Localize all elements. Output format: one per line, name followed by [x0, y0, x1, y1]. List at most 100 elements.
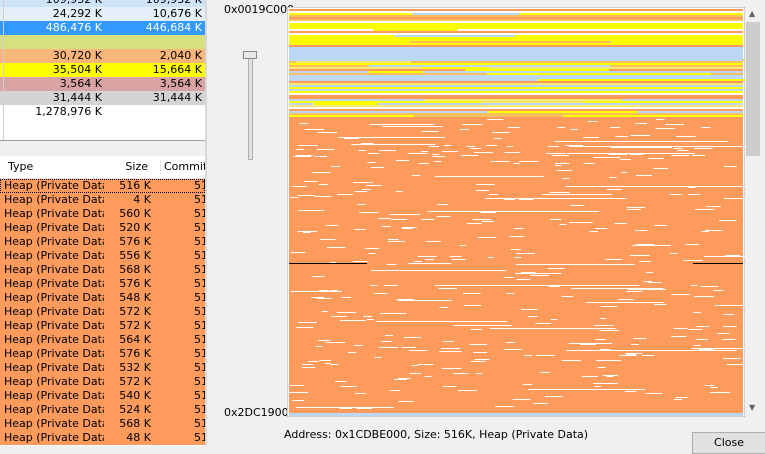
map-gap	[597, 367, 606, 368]
map-gap	[699, 349, 715, 350]
summary-row[interactable]	[0, 35, 205, 49]
map-gap	[477, 237, 496, 238]
type-cell: Heap (Private Data)	[4, 403, 104, 416]
type-cell: Heap (Private Data)	[4, 193, 104, 206]
committed-cell: 516	[194, 305, 205, 318]
detail-row[interactable]: Heap (Private Data) 564 K 516	[0, 333, 205, 347]
detail-row[interactable]: Heap (Private Data) 540 K 516	[0, 389, 205, 403]
map-gap	[522, 384, 533, 385]
map-gap	[459, 245, 466, 246]
map-gap	[703, 256, 745, 257]
map-gap	[606, 189, 622, 190]
map-gap	[367, 153, 380, 154]
map-gap	[339, 408, 353, 409]
map-gap	[693, 345, 701, 346]
map-gap	[470, 361, 486, 362]
detail-row[interactable]: Heap (Private Data) 520 K 516	[0, 221, 205, 235]
column-header[interactable]: Size	[125, 160, 148, 173]
scroll-down[interactable]: ▼	[749, 403, 756, 412]
map-gap	[417, 256, 437, 257]
map-gap	[304, 129, 325, 130]
map-gap	[503, 199, 515, 200]
detail-row[interactable]: Heap (Private Data) 532 K 516	[0, 361, 205, 375]
map-gap	[370, 285, 378, 286]
map-gap	[413, 261, 422, 262]
detail-row[interactable]: Heap (Private Data) 568 K 516	[0, 417, 205, 431]
map-stripe	[289, 37, 743, 39]
map-gap	[481, 221, 495, 222]
detail-row[interactable]: Heap (Private Data) 576 K 516	[0, 347, 205, 361]
summary-row[interactable]: 3,564 K 3,564 K	[0, 77, 205, 91]
map-gap	[723, 326, 737, 327]
map-gap	[700, 286, 719, 287]
map-gap	[647, 282, 662, 283]
detail-row[interactable]: Heap (Private Data) 576 K 516	[0, 277, 205, 291]
map-gap	[688, 194, 700, 195]
memory-map[interactable]	[287, 7, 745, 417]
map-gap	[443, 341, 454, 342]
summary-row[interactable]: 24,292 K 10,676 K	[0, 7, 205, 21]
detail-row[interactable]: Heap (Private Data) 524 K 516	[0, 403, 205, 417]
map-gap	[587, 121, 598, 122]
column-header[interactable]: Type	[8, 160, 34, 173]
committed-cell: 31,444 K	[152, 91, 202, 104]
map-gap	[565, 186, 745, 187]
scroll-thumb[interactable]	[746, 22, 760, 156]
zoom-thumb[interactable]	[243, 51, 257, 59]
map-gap	[289, 197, 298, 198]
size-cell: 576 K	[119, 235, 151, 248]
detail-row[interactable]: Heap (Private Data) 560 K 516	[0, 207, 205, 221]
map-gap	[485, 198, 627, 199]
map-stripe	[289, 63, 743, 65]
column-header[interactable]: Committe	[160, 160, 205, 174]
detail-row[interactable]: Heap (Private Data) 48 K 516	[0, 431, 205, 445]
start-address: 0x0019C000	[224, 3, 295, 16]
map-gap	[396, 191, 403, 192]
map-gap	[303, 181, 318, 182]
close-button[interactable]: Close	[692, 432, 765, 454]
detail-row[interactable]: Heap (Private Data) 572 K 516	[0, 375, 205, 389]
detail-row[interactable]: Heap (Private Data) 556 K 516	[0, 249, 205, 263]
map-gap	[507, 127, 520, 128]
detail-row[interactable]: Heap (Private Data) 4 K 516	[0, 193, 205, 207]
map-gap	[343, 138, 359, 139]
map-gap	[528, 316, 538, 317]
detail-row[interactable]: Heap (Private Data) 516 K 516	[0, 179, 205, 193]
summary-row[interactable]: 486,476 K 446,684 K	[0, 21, 205, 35]
map-gap	[705, 230, 723, 231]
map-gap	[460, 129, 469, 130]
size-cell: 24,292 K	[52, 7, 102, 20]
map-gap	[424, 259, 435, 260]
detail-row[interactable]: Heap (Private Data) 572 K 516	[0, 305, 205, 319]
map-stripe	[289, 97, 743, 99]
map-gap	[317, 132, 338, 133]
detail-row[interactable]: Heap (Private Data) 568 K 516	[0, 263, 205, 277]
map-marker	[289, 263, 367, 264]
summary-row[interactable]: 30,720 K 2,040 K	[0, 49, 205, 63]
map-stripe	[289, 413, 743, 416]
map-stripe	[289, 25, 743, 27]
map-gap	[585, 302, 664, 303]
summary-row[interactable]: 31,444 K 31,444 K	[0, 91, 205, 105]
scroll-up[interactable]: ▲	[749, 9, 756, 18]
map-gap	[548, 146, 559, 147]
summary-row[interactable]: 35,504 K 15,664 K	[0, 63, 205, 77]
map-gap	[713, 290, 724, 291]
map-gap	[427, 211, 600, 212]
committed-cell: 516	[194, 193, 205, 206]
map-gap	[487, 119, 504, 120]
summary-row[interactable]: 1,278,976 K	[0, 105, 205, 119]
map-gap	[316, 149, 335, 150]
map-gap	[368, 253, 376, 254]
detail-row[interactable]: Heap (Private Data) 576 K 516	[0, 235, 205, 249]
map-gap	[624, 353, 643, 354]
map-gap	[396, 299, 414, 300]
map-gap	[397, 313, 407, 314]
detail-row[interactable]: Heap (Private Data) 548 K 516	[0, 291, 205, 305]
detail-row[interactable]: Heap (Private Data) 572 K 516	[0, 319, 205, 333]
map-gap	[610, 127, 620, 128]
summary-row[interactable]: 109,932 K 109,932 K	[0, 0, 205, 7]
scrollbar[interactable]: ▲ ▼	[745, 7, 761, 417]
map-gap	[428, 146, 439, 147]
size-cell: 486,476 K	[45, 21, 102, 34]
